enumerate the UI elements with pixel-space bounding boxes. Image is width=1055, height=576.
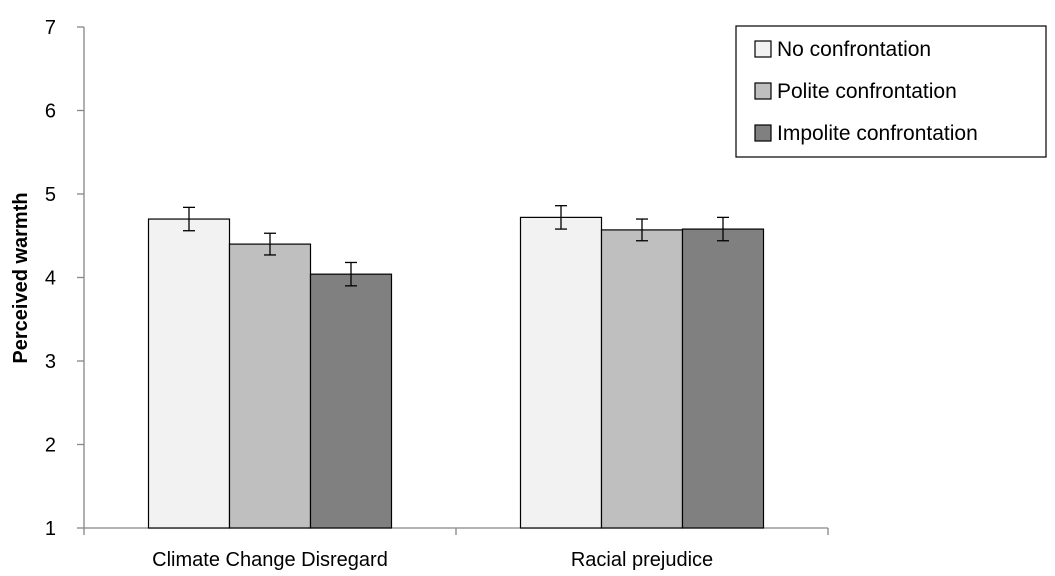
legend-label: No confrontation — [777, 38, 931, 61]
bar — [681, 228, 765, 529]
x-axis: Climate Change Disregard Racial prejudice — [83, 527, 829, 571]
x-category-label: Racial prejudice — [571, 549, 713, 571]
bar — [309, 273, 393, 529]
y-tick-label: 6 — [45, 101, 56, 123]
y-tick-label: 3 — [45, 351, 56, 373]
legend-label: Impolite confrontation — [777, 122, 978, 145]
y-tick-label: 7 — [45, 17, 56, 39]
legend-swatch — [754, 82, 772, 100]
bars — [147, 216, 765, 529]
legend-box — [735, 25, 1047, 158]
y-tick-label: 1 — [45, 518, 56, 540]
bar — [519, 216, 603, 529]
y-tick-label: 2 — [45, 435, 56, 457]
legend: No confrontation Polite confrontation Impo… — [735, 25, 1047, 158]
error-bars — [183, 205, 729, 287]
bar — [228, 243, 312, 529]
legend-swatch — [754, 40, 772, 58]
x-category-label: Climate Change Disregard — [152, 549, 388, 571]
legend-swatch — [754, 124, 772, 142]
y-tick-label: 5 — [45, 184, 56, 206]
y-tick-label: 4 — [45, 268, 56, 290]
y-axis: 1 2 3 4 5 6 7 — [45, 17, 85, 540]
bar — [600, 229, 684, 529]
legend-label: Polite confrontation — [777, 80, 957, 103]
y-axis-title: Perceived warmth — [10, 192, 32, 363]
bar — [147, 218, 231, 529]
